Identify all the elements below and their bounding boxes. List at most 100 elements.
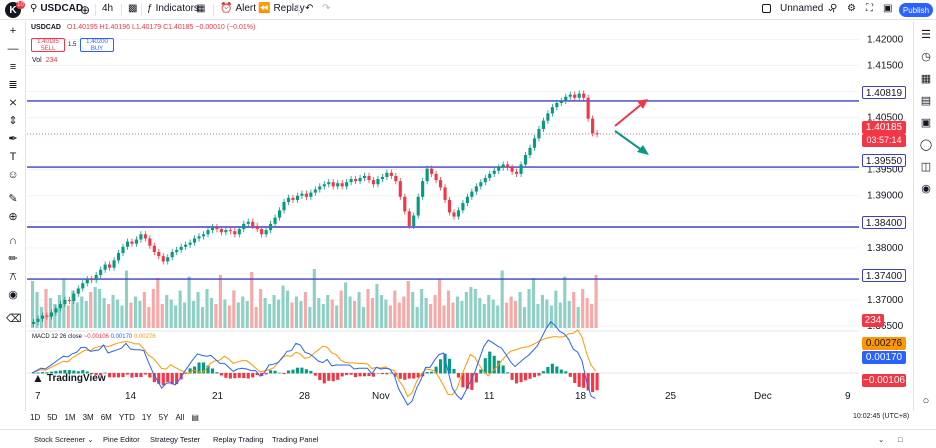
candle-body	[550, 107, 554, 114]
volume-bar	[98, 289, 102, 328]
maximize-panel-icon[interactable]: □	[898, 435, 903, 444]
watchlist-icon[interactable]: ☰	[921, 29, 931, 41]
macd-histogram-bar	[412, 373, 416, 379]
volume-bar	[460, 301, 464, 328]
alerts-clock-icon[interactable]: ◷	[921, 51, 931, 63]
collapse-panel-icon[interactable]: ⌄	[878, 435, 885, 444]
macd-histogram-bar	[541, 371, 545, 374]
redo-icon[interactable]: ↷	[322, 3, 331, 14]
candle-body	[49, 312, 54, 317]
layouts-icon[interactable]: ▦	[196, 3, 206, 14]
macd-histogram-bar	[201, 362, 206, 374]
volume-bar	[464, 292, 468, 328]
lock-icon[interactable]: ⚻	[9, 271, 17, 283]
trash-icon[interactable]: ⌫	[6, 313, 22, 325]
tab-pine-editor[interactable]: Pine Editor	[103, 435, 140, 444]
chart-type-icon[interactable]: ▩	[128, 3, 138, 14]
publish-button[interactable]: Publish	[899, 3, 933, 17]
ideas-icon[interactable]: ◯	[919, 139, 933, 151]
quick-search-icon[interactable]: ⚲	[830, 3, 838, 14]
volume-bar	[281, 285, 285, 328]
timeframe-5y[interactable]: 5Y	[158, 413, 169, 422]
timeframe-6m[interactable]: 6M	[100, 413, 112, 422]
buy-button[interactable]: 1.40200 BUY	[80, 38, 114, 52]
volume-bar	[567, 301, 571, 328]
volume-bar	[536, 304, 540, 328]
timeframe-1m[interactable]: 1M	[64, 413, 76, 422]
macd-histogram-bar	[416, 373, 420, 378]
sell-button[interactable]: 1.40185 SELL	[31, 38, 65, 52]
macd-histogram-bar	[380, 373, 384, 375]
add-symbol-icon[interactable]: ⊕	[80, 3, 91, 17]
direction-arrows	[614, 99, 649, 155]
eye-icon[interactable]: ◉	[8, 289, 18, 301]
candle-body	[412, 215, 416, 226]
calendar-icon[interactable]: ▣	[920, 117, 932, 129]
tab-trading-panel[interactable]: Trading Panel	[272, 435, 319, 444]
volume-bar	[178, 290, 182, 328]
interval-button[interactable]: 4h	[102, 3, 114, 14]
macd-histogram-bar	[577, 373, 581, 387]
lock-drawings-icon[interactable]: ✏	[8, 253, 18, 265]
zoom-in-icon[interactable]: ⊕	[8, 211, 18, 223]
timeframe-ytd[interactable]: YTD	[118, 413, 135, 422]
undo-icon[interactable]: ↶	[305, 3, 314, 14]
macd-histogram-bar	[564, 371, 568, 374]
tab-stock-screener[interactable]: Stock Screener ⌄	[34, 435, 94, 444]
camera-snapshot-icon[interactable]: ▣	[883, 3, 893, 14]
data-window-icon[interactable]: ▦	[920, 73, 932, 85]
macd-histogram-bar	[148, 373, 152, 378]
alert-button[interactable]: ⏰ Alert	[220, 3, 257, 14]
ruler-icon[interactable]: ✎	[8, 193, 18, 205]
prediction-icon[interactable]: ⇕	[8, 115, 18, 127]
settings-gear-icon[interactable]: ⚙	[847, 3, 856, 14]
current-price-label: 1.40185	[862, 121, 906, 134]
time-tick-label: 14	[125, 391, 137, 402]
fib-retracement-icon[interactable]: ≣	[8, 79, 18, 91]
indicators-button[interactable]: ƒ Indicators	[147, 3, 199, 14]
timeframe-5d[interactable]: 5D	[47, 413, 58, 422]
magnet-icon[interactable]: ∩	[9, 235, 17, 247]
candle-body	[188, 242, 192, 245]
volume-bar	[402, 296, 406, 328]
candle-body	[130, 241, 134, 244]
volume-bar	[590, 304, 594, 328]
tab-replay-trading[interactable]: Replay Trading	[213, 435, 264, 444]
macd-histogram-bar	[237, 373, 241, 378]
macd-histogram-bar	[456, 373, 461, 378]
help-icon[interactable]: ◉	[921, 183, 931, 195]
timeframe-1y[interactable]: 1Y	[141, 413, 152, 422]
news-icon[interactable]: ▤	[920, 95, 932, 107]
chat-icon[interactable]: ◫	[920, 161, 932, 173]
brush-icon[interactable]: ✒	[8, 133, 18, 145]
symbol-search[interactable]: ⚲ USDCAD	[30, 3, 83, 14]
clock[interactable]: 10:02:45 (UTC+8)	[853, 413, 910, 420]
price-chart[interactable]: 1.420001.415001.410001.405001.395001.390…	[27, 21, 912, 411]
tab-strategy-tester[interactable]: Strategy Tester	[150, 435, 201, 444]
crosshair-icon[interactable]: +	[9, 25, 17, 37]
trend-line-icon[interactable]: —	[7, 43, 19, 55]
macd-histogram-bar	[139, 373, 143, 378]
candle-body	[532, 138, 537, 148]
volume-bar	[254, 307, 258, 328]
timeframe-all[interactable]: All	[175, 413, 185, 422]
text-icon[interactable]: T	[9, 151, 17, 163]
timeframe-1d[interactable]: 1D	[30, 413, 41, 422]
notifications-icon[interactable]: ○	[922, 395, 930, 407]
replay-button[interactable]: ⏪ Replay	[258, 3, 305, 14]
emoji-icon[interactable]: ☺	[7, 169, 19, 181]
volume-bar	[429, 304, 433, 328]
candle-body	[313, 189, 317, 193]
macd-histogram-bar	[389, 372, 393, 374]
timeframe-3m[interactable]: 3M	[82, 413, 94, 422]
date-range-icon[interactable]: ▤	[191, 413, 199, 422]
volume-bar	[393, 290, 397, 328]
macd-histogram-bar	[130, 373, 134, 378]
macd-histogram-bar	[219, 373, 223, 376]
horizontal-lines-icon[interactable]: ≡	[9, 61, 17, 73]
time-tick-label: 9	[845, 391, 851, 402]
pattern-icon[interactable]: ⨯	[8, 97, 18, 109]
layout-name-button[interactable]: Unnamed ⌄	[762, 3, 835, 14]
fullscreen-icon[interactable]: ⛶	[866, 3, 873, 14]
macd-line	[31, 321, 596, 406]
